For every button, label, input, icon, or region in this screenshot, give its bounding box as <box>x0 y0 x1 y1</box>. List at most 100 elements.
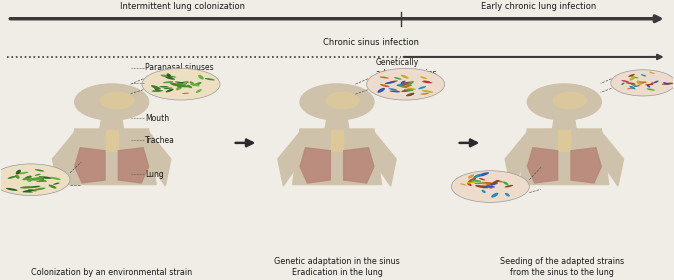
Ellipse shape <box>18 172 28 174</box>
Ellipse shape <box>33 188 46 190</box>
Text: Seeding of the adapted strains
from the sinus to the lung: Seeding of the adapted strains from the … <box>500 257 624 277</box>
Ellipse shape <box>396 83 410 86</box>
Ellipse shape <box>25 178 38 181</box>
Ellipse shape <box>460 183 466 185</box>
Polygon shape <box>520 129 609 185</box>
Ellipse shape <box>640 81 646 84</box>
Ellipse shape <box>34 174 41 176</box>
Ellipse shape <box>422 90 433 93</box>
Ellipse shape <box>632 76 638 78</box>
Ellipse shape <box>628 74 635 77</box>
Ellipse shape <box>627 88 632 89</box>
Ellipse shape <box>482 182 495 184</box>
Polygon shape <box>344 148 374 183</box>
Ellipse shape <box>649 72 654 74</box>
Text: Intermittent lung colonization: Intermittent lung colonization <box>120 2 245 11</box>
Ellipse shape <box>479 178 485 181</box>
Ellipse shape <box>404 89 412 91</box>
Ellipse shape <box>401 82 410 85</box>
Ellipse shape <box>495 180 504 183</box>
Ellipse shape <box>0 164 70 195</box>
Ellipse shape <box>505 185 513 188</box>
Ellipse shape <box>367 68 445 100</box>
Ellipse shape <box>176 85 190 87</box>
Ellipse shape <box>193 83 199 86</box>
Ellipse shape <box>176 86 183 90</box>
Ellipse shape <box>35 169 44 172</box>
Ellipse shape <box>662 83 674 85</box>
Ellipse shape <box>478 172 489 177</box>
Ellipse shape <box>422 81 433 83</box>
Ellipse shape <box>400 81 406 84</box>
Ellipse shape <box>24 191 33 193</box>
Ellipse shape <box>641 74 646 76</box>
Text: Mouth: Mouth <box>146 114 169 123</box>
Text: Early chronic lung infection: Early chronic lung infection <box>481 2 596 11</box>
Ellipse shape <box>423 80 431 83</box>
Ellipse shape <box>468 178 476 183</box>
Ellipse shape <box>205 78 215 80</box>
Ellipse shape <box>645 84 653 85</box>
Ellipse shape <box>75 84 149 120</box>
Polygon shape <box>559 130 570 151</box>
Polygon shape <box>505 132 529 186</box>
Ellipse shape <box>390 80 398 82</box>
Ellipse shape <box>26 177 32 182</box>
Ellipse shape <box>406 82 412 86</box>
Ellipse shape <box>621 83 625 85</box>
Ellipse shape <box>28 178 38 181</box>
Ellipse shape <box>22 190 34 192</box>
Ellipse shape <box>634 85 640 87</box>
Polygon shape <box>331 130 343 151</box>
Polygon shape <box>75 148 105 183</box>
Ellipse shape <box>151 85 161 90</box>
Ellipse shape <box>473 174 482 178</box>
Ellipse shape <box>175 83 187 86</box>
Ellipse shape <box>646 88 655 91</box>
Ellipse shape <box>171 83 183 86</box>
Ellipse shape <box>489 183 498 185</box>
Ellipse shape <box>467 183 472 186</box>
Ellipse shape <box>491 193 498 198</box>
Ellipse shape <box>490 183 497 186</box>
Ellipse shape <box>470 179 481 182</box>
Ellipse shape <box>611 70 674 96</box>
Ellipse shape <box>36 180 46 182</box>
Ellipse shape <box>39 176 52 179</box>
Ellipse shape <box>401 75 408 79</box>
Ellipse shape <box>6 188 18 191</box>
Text: Lung: Lung <box>146 170 164 179</box>
Text: Paranasal sinuses: Paranasal sinuses <box>146 63 214 72</box>
Ellipse shape <box>326 92 359 109</box>
Polygon shape <box>147 132 171 186</box>
Ellipse shape <box>653 81 658 83</box>
Polygon shape <box>325 120 349 129</box>
Ellipse shape <box>7 176 16 179</box>
Ellipse shape <box>22 176 32 180</box>
Ellipse shape <box>177 84 181 88</box>
Ellipse shape <box>466 181 477 184</box>
Ellipse shape <box>15 174 20 179</box>
Ellipse shape <box>198 75 204 80</box>
Ellipse shape <box>379 76 389 78</box>
Text: Trachea: Trachea <box>146 136 175 145</box>
Ellipse shape <box>406 88 416 90</box>
Ellipse shape <box>636 80 642 85</box>
Polygon shape <box>293 129 381 185</box>
Ellipse shape <box>505 193 510 197</box>
Polygon shape <box>300 148 330 183</box>
Polygon shape <box>67 129 156 185</box>
Ellipse shape <box>406 93 415 96</box>
Ellipse shape <box>639 81 647 83</box>
Ellipse shape <box>420 76 427 79</box>
Ellipse shape <box>486 185 490 188</box>
Ellipse shape <box>625 82 636 84</box>
Ellipse shape <box>182 93 189 94</box>
Ellipse shape <box>152 90 163 92</box>
Ellipse shape <box>621 80 629 82</box>
Polygon shape <box>278 132 302 186</box>
Ellipse shape <box>169 76 177 78</box>
Ellipse shape <box>189 81 195 85</box>
Ellipse shape <box>175 81 182 83</box>
Ellipse shape <box>31 186 40 188</box>
